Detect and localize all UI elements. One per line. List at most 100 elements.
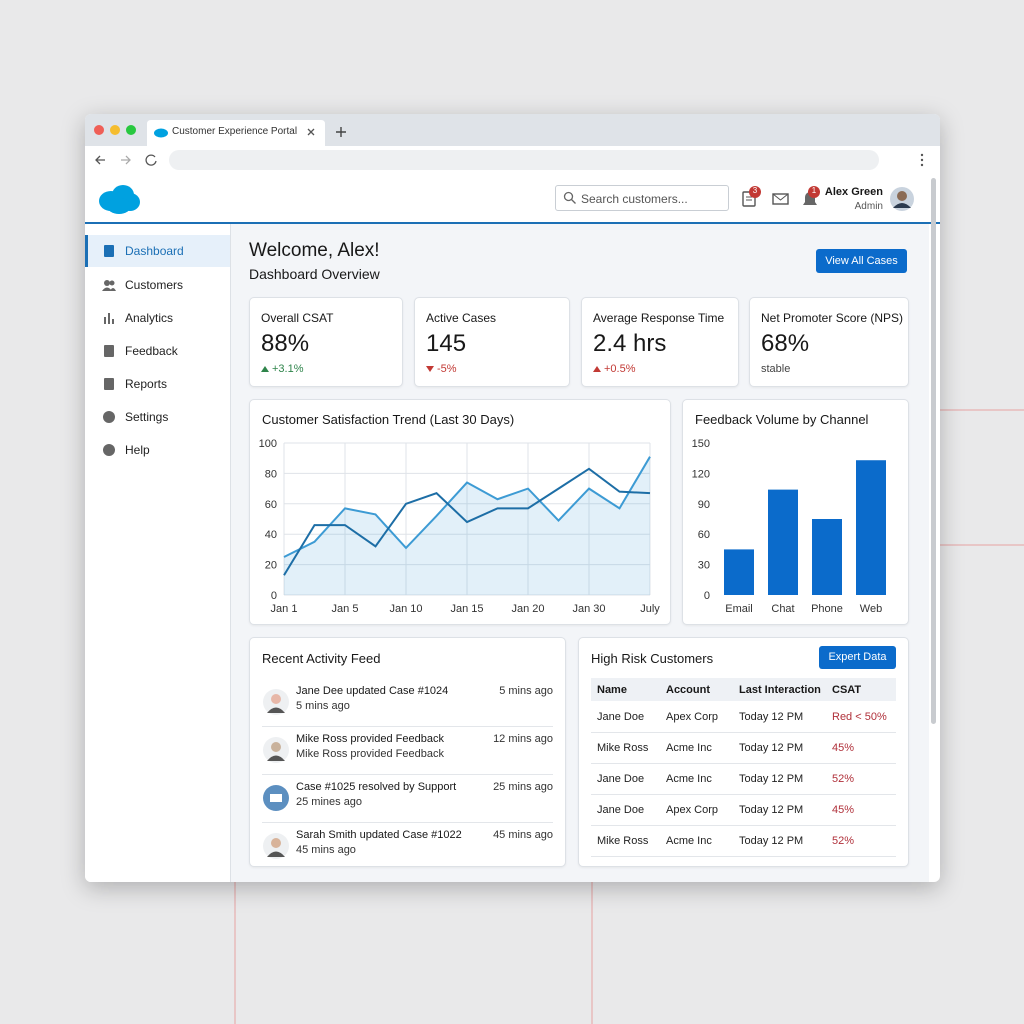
user-name: Alex Green [824, 186, 883, 198]
kpi-label: Overall CSAT [261, 311, 334, 325]
activity-sub: 45 mins ago [296, 844, 356, 856]
nav-item[interactable]: Settings [125, 410, 169, 424]
column-header: Account [666, 684, 710, 696]
bar-chart-card: Feedback Volume by Channel 0 30 60 90 120 150… [682, 399, 909, 625]
header-icons[interactable] [741, 186, 831, 212]
kpi-delta: -5% [437, 363, 457, 375]
activity-text: Mike Ross provided Feedback [296, 733, 444, 745]
card-title: Recent Activity Feed [262, 651, 381, 666]
table-cell: 45% [832, 742, 855, 754]
view-all-cases-button[interactable]: View All Cases [816, 249, 907, 273]
activity-time: 12 mins ago [493, 733, 553, 745]
avatar [263, 689, 289, 715]
y-tick-label: 0 [704, 590, 710, 602]
nav-item[interactable]: Customers [125, 278, 184, 292]
badge-count: 1 [811, 186, 817, 195]
nav-icon [104, 245, 114, 257]
table-cell: Today 12 PM [739, 804, 804, 816]
avatar [263, 785, 289, 811]
kpi-label: Average Response Time [593, 311, 725, 325]
scrollbar[interactable] [931, 178, 936, 724]
y-tick-label: 120 [692, 468, 710, 480]
kpi-label: Net Promoter Score (NPS) [761, 311, 904, 325]
search-placeholder: Search customers... [581, 192, 688, 206]
nav-item[interactable]: Dashboard [125, 244, 184, 258]
table-cell: Jane Doe [597, 711, 645, 723]
avatar [263, 737, 289, 763]
table-cell: 52% [832, 773, 855, 785]
x-tick-label: Chat [771, 603, 794, 615]
trend-arrow [261, 366, 269, 372]
table-row-divider [591, 732, 896, 733]
export-button[interactable]: Expert Data [819, 646, 896, 669]
y-tick-label: 40 [265, 529, 277, 541]
activity-text: Sarah Smith updated Case #1022 [296, 829, 462, 841]
y-tick-label: 60 [698, 529, 710, 541]
welcome-subtitle: Dashboard Overview [249, 266, 380, 282]
user-avatar[interactable] [889, 186, 915, 212]
tab-title[interactable]: Customer Experience Portal [172, 126, 298, 137]
x-tick-label: Jan 1 [271, 603, 298, 615]
activity-time: 5 mins ago [499, 685, 553, 697]
app-header [85, 176, 940, 224]
user-role: Admin [854, 201, 883, 212]
activity-sub: 5 mins ago [296, 700, 350, 712]
table-cell: Mike Ross [597, 835, 649, 847]
line [283, 467, 651, 576]
x-tick-label: Phone [811, 603, 843, 615]
table-row-divider [591, 825, 896, 826]
divider [262, 822, 553, 823]
activity-sub: 25 mines ago [296, 796, 363, 808]
kpi-value: 68% [761, 330, 810, 357]
table-cell: Today 12 PM [739, 773, 804, 785]
column-header: Last Interaction [739, 684, 821, 696]
x-tick-label: Jan 20 [511, 603, 544, 615]
table-cell: Mike Ross [597, 742, 649, 754]
nav-icon [103, 444, 115, 456]
search-box[interactable] [555, 185, 729, 211]
activity-time: 45 mins ago [493, 829, 553, 841]
table-cell: Acme Inc [666, 773, 712, 785]
table-cell: Today 12 PM [739, 742, 804, 754]
y-tick-label: 20 [265, 560, 277, 572]
line [283, 456, 651, 558]
risk-card: High Risk Customers Expert Data Name Acco… [578, 637, 909, 867]
table-cell: Apex Corp [666, 711, 718, 723]
column-header: CSAT [832, 684, 862, 696]
browser-chrome [85, 120, 940, 176]
x-tick-label: Jan 10 [389, 603, 422, 615]
kpi-label: Active Cases [426, 311, 497, 325]
nav-item[interactable]: Analytics [125, 311, 174, 325]
kpi-delta: +0.5% [604, 363, 636, 375]
nav-item[interactable]: Reports [125, 377, 168, 391]
kpi-card: Active Cases 145 -5% [414, 297, 570, 387]
welcome-title: Welcome, Alex! [249, 240, 380, 261]
nav-icon [104, 345, 114, 357]
kpi-value: 145 [426, 330, 467, 357]
bar [812, 519, 842, 595]
avatar [263, 833, 289, 859]
chart-title: Feedback Volume by Channel [695, 412, 869, 427]
bar [856, 460, 886, 595]
kpi-delta: +3.1% [272, 363, 304, 375]
nav-item[interactable]: Help [125, 443, 150, 457]
table-cell: 45% [832, 804, 855, 816]
nav-icon [104, 378, 114, 390]
x-tick-label: Web [860, 603, 882, 615]
nav-item[interactable]: Feedback [125, 344, 178, 358]
table-cell: Apex Corp [666, 804, 718, 816]
table-row-divider [591, 763, 896, 764]
kpi-card: Overall CSAT 88% +3.1% [249, 297, 403, 387]
x-tick-label: July [640, 603, 660, 615]
area [284, 456, 650, 595]
logo[interactable] [97, 182, 143, 216]
kpi-card: Net Promoter Score (NPS) 68% stable [749, 297, 909, 387]
badge-count: 3 [752, 186, 758, 195]
activity-sub: Mike Ross provided Feedback [296, 748, 444, 760]
table-cell: Jane Doe [597, 804, 645, 816]
kpi-card: Average Response Time 2.4 hrs +0.5% [581, 297, 739, 387]
kpi-value: 2.4 hrs [593, 330, 667, 357]
table-cell: Today 12 PM [739, 711, 804, 723]
